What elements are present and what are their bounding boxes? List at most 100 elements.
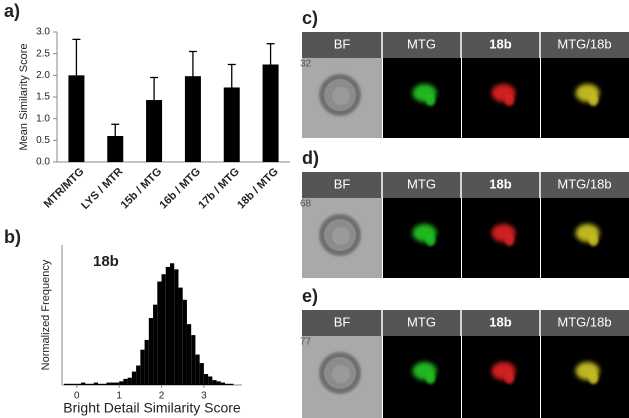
panel-label: e) [302, 286, 318, 306]
error-bar [72, 38, 81, 112]
column-header: MTG [407, 176, 436, 191]
bar [146, 100, 163, 162]
bar [184, 76, 201, 162]
histogram-bar [220, 382, 226, 385]
header-bar [302, 172, 629, 198]
cell-center [332, 87, 350, 105]
column-header: MTG/18b [557, 36, 611, 51]
y-tick-label: 2.0 [36, 70, 50, 81]
histogram-bar [114, 382, 120, 385]
histogram-bar [178, 287, 183, 385]
histogram-bar [229, 383, 234, 385]
x-tick-label: 1 [116, 391, 122, 402]
histogram-bar [157, 281, 162, 385]
histogram-bar [182, 299, 187, 385]
histogram-bar [199, 363, 204, 385]
y-tick-label: 0.0 [36, 157, 50, 168]
column-header: BF [334, 314, 351, 329]
y-tick-label: 1.5 [36, 92, 50, 103]
panel-label: b) [4, 227, 21, 247]
histogram-bar [131, 371, 137, 385]
event-id: 68 [300, 199, 312, 210]
histogram-bar [64, 383, 69, 385]
histogram-bar [81, 382, 86, 385]
histogram-bar [110, 382, 115, 385]
error-bar [150, 76, 159, 123]
fluorescence-signal [504, 372, 515, 384]
bar [68, 75, 85, 162]
column-header: MTG [407, 314, 436, 329]
x-tick-label: 2 [159, 391, 165, 402]
error-bar [266, 43, 275, 86]
y-tick-label: 3.0 [36, 27, 50, 38]
error-bar [188, 50, 197, 101]
histogram-bar [89, 383, 94, 385]
histogram-bar [85, 383, 90, 385]
fluorescence-signal [588, 372, 599, 384]
x-tick-label: 18b / MTG [235, 166, 281, 212]
x-tick-label: 15b / MTG [119, 166, 165, 212]
event-id: 77 [300, 337, 312, 348]
fluorescence-signal [504, 234, 515, 246]
x-axis-label: Bright Detail Similarity Score [63, 400, 241, 416]
y-axis-label: Mean Similarity Score [18, 44, 30, 151]
y-tick-label: 0.5 [36, 135, 50, 146]
event-id: 32 [300, 59, 312, 70]
x-tick-label: 17b / MTG [196, 166, 242, 212]
histogram-bar [119, 381, 124, 385]
cell-center [332, 227, 350, 245]
histogram-bar [195, 354, 200, 385]
y-axis-label: Normalized Frequency [40, 259, 52, 370]
histogram-bar [93, 382, 98, 385]
bar [262, 64, 279, 162]
histogram-bar [153, 304, 158, 385]
fluorescence-signal [425, 372, 436, 384]
header-bar [302, 310, 629, 336]
histogram-bar [191, 335, 196, 385]
histogram-bar [76, 383, 82, 385]
column-header: MTG [407, 36, 436, 51]
x-tick-label: LYS / MTR [79, 166, 125, 212]
histogram-bar [140, 349, 145, 385]
column-header: 18b [489, 176, 511, 191]
error-bar [227, 63, 236, 111]
histogram-bar [136, 365, 141, 385]
fluorescence-signal [588, 234, 599, 246]
x-tick-label: 0 [74, 391, 80, 402]
bar [223, 87, 240, 162]
histogram-bar [144, 339, 149, 385]
fluorescence-signal [425, 94, 436, 106]
y-tick-label: 2.5 [36, 48, 50, 59]
histogram-bar [68, 383, 73, 385]
histogram-bar [170, 263, 175, 385]
histogram-bar [123, 378, 128, 385]
column-header: 18b [489, 314, 511, 329]
histogram-bar [225, 383, 230, 385]
histogram-bar [216, 381, 221, 385]
histogram-bar [106, 382, 111, 385]
column-header: MTG/18b [557, 314, 611, 329]
panel-label: a) [4, 1, 20, 21]
x-tick-label: 16b / MTG [157, 166, 203, 212]
fluorescence-signal [588, 94, 599, 106]
histogram-bar [98, 383, 103, 385]
histogram-bar [186, 324, 192, 385]
column-header: BF [334, 36, 351, 51]
column-header: BF [334, 176, 351, 191]
histogram-bar [212, 380, 217, 385]
histogram-bar [127, 377, 132, 385]
annotation: 18b [93, 253, 119, 270]
fluorescence-signal [504, 94, 515, 106]
error-bar [111, 123, 120, 148]
histogram-bar [102, 383, 107, 385]
histogram-bar [161, 274, 166, 385]
histogram-bar [174, 269, 179, 385]
cell-center [332, 365, 350, 383]
panel-label: d) [302, 148, 319, 168]
histogram-bar [208, 376, 213, 385]
panel-label: c) [302, 8, 318, 28]
histogram-bar [72, 383, 77, 385]
column-header: 18b [489, 36, 511, 51]
column-header: MTG/18b [557, 176, 611, 191]
